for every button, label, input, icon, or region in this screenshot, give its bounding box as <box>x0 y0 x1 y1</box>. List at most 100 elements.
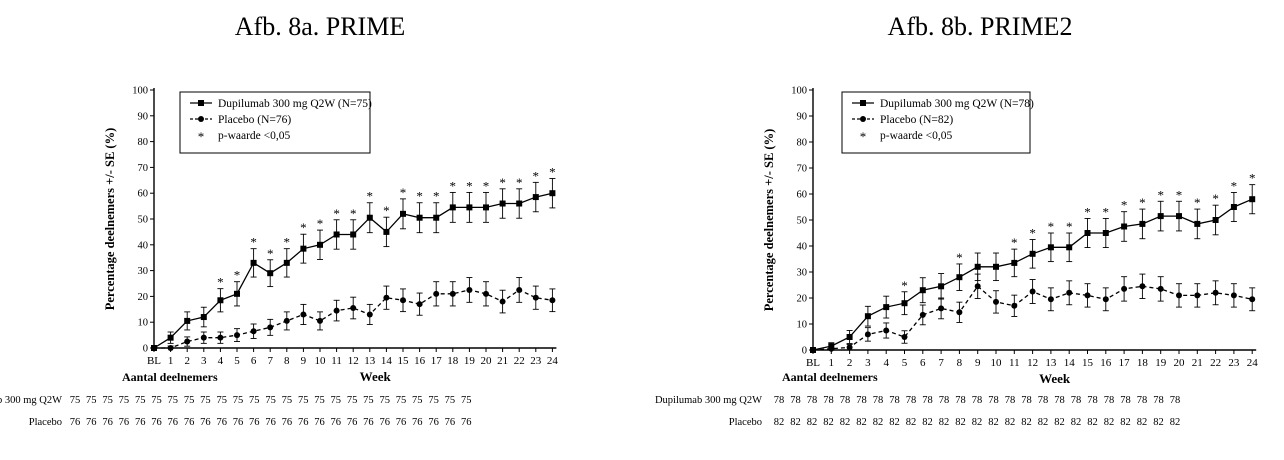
x-tick-label: 21 <box>1192 357 1203 369</box>
table-cell: 76 <box>119 417 130 428</box>
y-tick-label: 60 <box>797 190 808 201</box>
x-tick-label: 7 <box>938 357 944 369</box>
table-cell: 76 <box>445 417 456 428</box>
data-point-square <box>217 297 224 304</box>
y-tick-label: 30 <box>138 266 149 277</box>
table-cell: 82 <box>1120 417 1131 428</box>
table-cell: 78 <box>1038 395 1049 406</box>
table-cell: 78 <box>1054 395 1065 406</box>
data-point-square <box>864 313 871 320</box>
table-cell: 76 <box>151 417 162 428</box>
data-point-circle <box>516 286 523 293</box>
data-point-circle <box>483 290 489 297</box>
table-cell: 82 <box>906 417 917 428</box>
x-tick-label: 16 <box>1100 357 1112 369</box>
chart-title-prime2: Afb. 8b. PRIME2 <box>887 12 1073 41</box>
table-cell: 82 <box>774 417 785 428</box>
table-cell: 78 <box>1021 395 1032 406</box>
data-point-circle <box>433 290 440 297</box>
legend-box <box>179 91 371 154</box>
data-point-circle <box>919 311 926 318</box>
x-tick-label: 12 <box>348 355 359 367</box>
data-point-circle <box>283 317 290 324</box>
table-cell: 82 <box>873 417 884 428</box>
data-point-square <box>317 241 323 248</box>
data-point-circle <box>333 307 340 314</box>
x-axis-label: Week <box>1039 371 1071 386</box>
table-row-label: Dupilumab 300 mg Q2W <box>0 395 62 406</box>
table-cell: 75 <box>86 395 97 406</box>
data-point-square <box>1194 220 1201 227</box>
x-tick-label: 20 <box>481 355 493 367</box>
table-cell: 76 <box>168 417 179 428</box>
table-cell: 82 <box>939 417 950 428</box>
x-tick-label: 15 <box>398 355 410 367</box>
table-cell: 76 <box>412 417 423 428</box>
table-cell: 76 <box>216 417 227 428</box>
significance-asterisk: * <box>300 220 307 235</box>
table-cell: 82 <box>790 417 801 428</box>
y-tick-label: 70 <box>797 164 808 175</box>
data-point-circle <box>1011 302 1018 309</box>
data-point-circle <box>449 290 456 297</box>
table-cell: 82 <box>1170 417 1181 428</box>
data-point-circle <box>151 345 157 351</box>
data-point-circle <box>1194 292 1201 299</box>
data-point-square <box>184 317 191 324</box>
significance-asterisk: * <box>1139 195 1146 210</box>
data-point-circle <box>1230 292 1237 299</box>
data-point-circle <box>234 332 240 339</box>
table-cell: 76 <box>70 417 81 428</box>
table-cell: 82 <box>922 417 933 428</box>
x-tick-label: 5 <box>902 357 908 369</box>
data-point-square <box>883 304 890 311</box>
significance-asterisk: * <box>367 189 374 204</box>
data-point-circle <box>1084 292 1091 299</box>
data-point-circle <box>883 327 890 334</box>
significance-asterisk: * <box>267 246 274 261</box>
data-point-square <box>1176 213 1182 220</box>
table-cell: 75 <box>135 395 146 406</box>
table-cell: 82 <box>1137 417 1148 428</box>
table-cell: 76 <box>184 417 195 428</box>
x-tick-label: 5 <box>234 355 240 367</box>
significance-asterisk: * <box>217 275 224 290</box>
participants-table: Aantal deelnemers Dupilumab 300 mg Q2W 75 7… <box>0 370 471 428</box>
data-point-circle <box>366 311 373 318</box>
y-tick-label: 10 <box>138 318 149 329</box>
data-point-square <box>1011 259 1018 266</box>
table-cell: 75 <box>249 395 260 406</box>
table-cell: 75 <box>412 395 423 406</box>
table-cell: 82 <box>1104 417 1115 428</box>
table-cell: 82 <box>1021 417 1032 428</box>
data-point-circle <box>549 297 556 304</box>
data-point-square <box>1029 250 1036 257</box>
table-cell: 78 <box>1087 395 1098 406</box>
data-point-square <box>200 314 207 321</box>
data-point-square <box>846 334 853 340</box>
y-tick-label: 20 <box>797 294 808 305</box>
x-tick-label: 14 <box>381 355 393 367</box>
x-tick-label: 3 <box>201 355 207 367</box>
data-point-circle <box>938 305 945 312</box>
legend-swatch-circle <box>198 116 204 122</box>
y-tick-label: 90 <box>797 112 808 123</box>
table-cell: 75 <box>331 395 342 406</box>
significance-asterisk: * <box>1066 219 1073 234</box>
table-cell: 76 <box>331 417 342 428</box>
data-point-square <box>250 259 257 266</box>
data-point-square <box>974 263 981 270</box>
table-cell: 76 <box>233 417 244 428</box>
data-point-circle <box>1121 285 1128 292</box>
data-point-square <box>901 300 908 307</box>
x-tick-label: 22 <box>514 355 525 367</box>
y-tick-label: 80 <box>797 138 808 149</box>
x-tick-label: 10 <box>315 355 327 367</box>
x-tick-label: 17 <box>431 355 443 367</box>
data-point-circle <box>200 334 207 341</box>
table-row-label: Placebo <box>29 417 62 428</box>
table-cell: 78 <box>873 395 884 406</box>
legend-label-placebo: Placebo (N=76) <box>218 114 291 126</box>
significance-asterisk: * <box>1231 178 1238 193</box>
